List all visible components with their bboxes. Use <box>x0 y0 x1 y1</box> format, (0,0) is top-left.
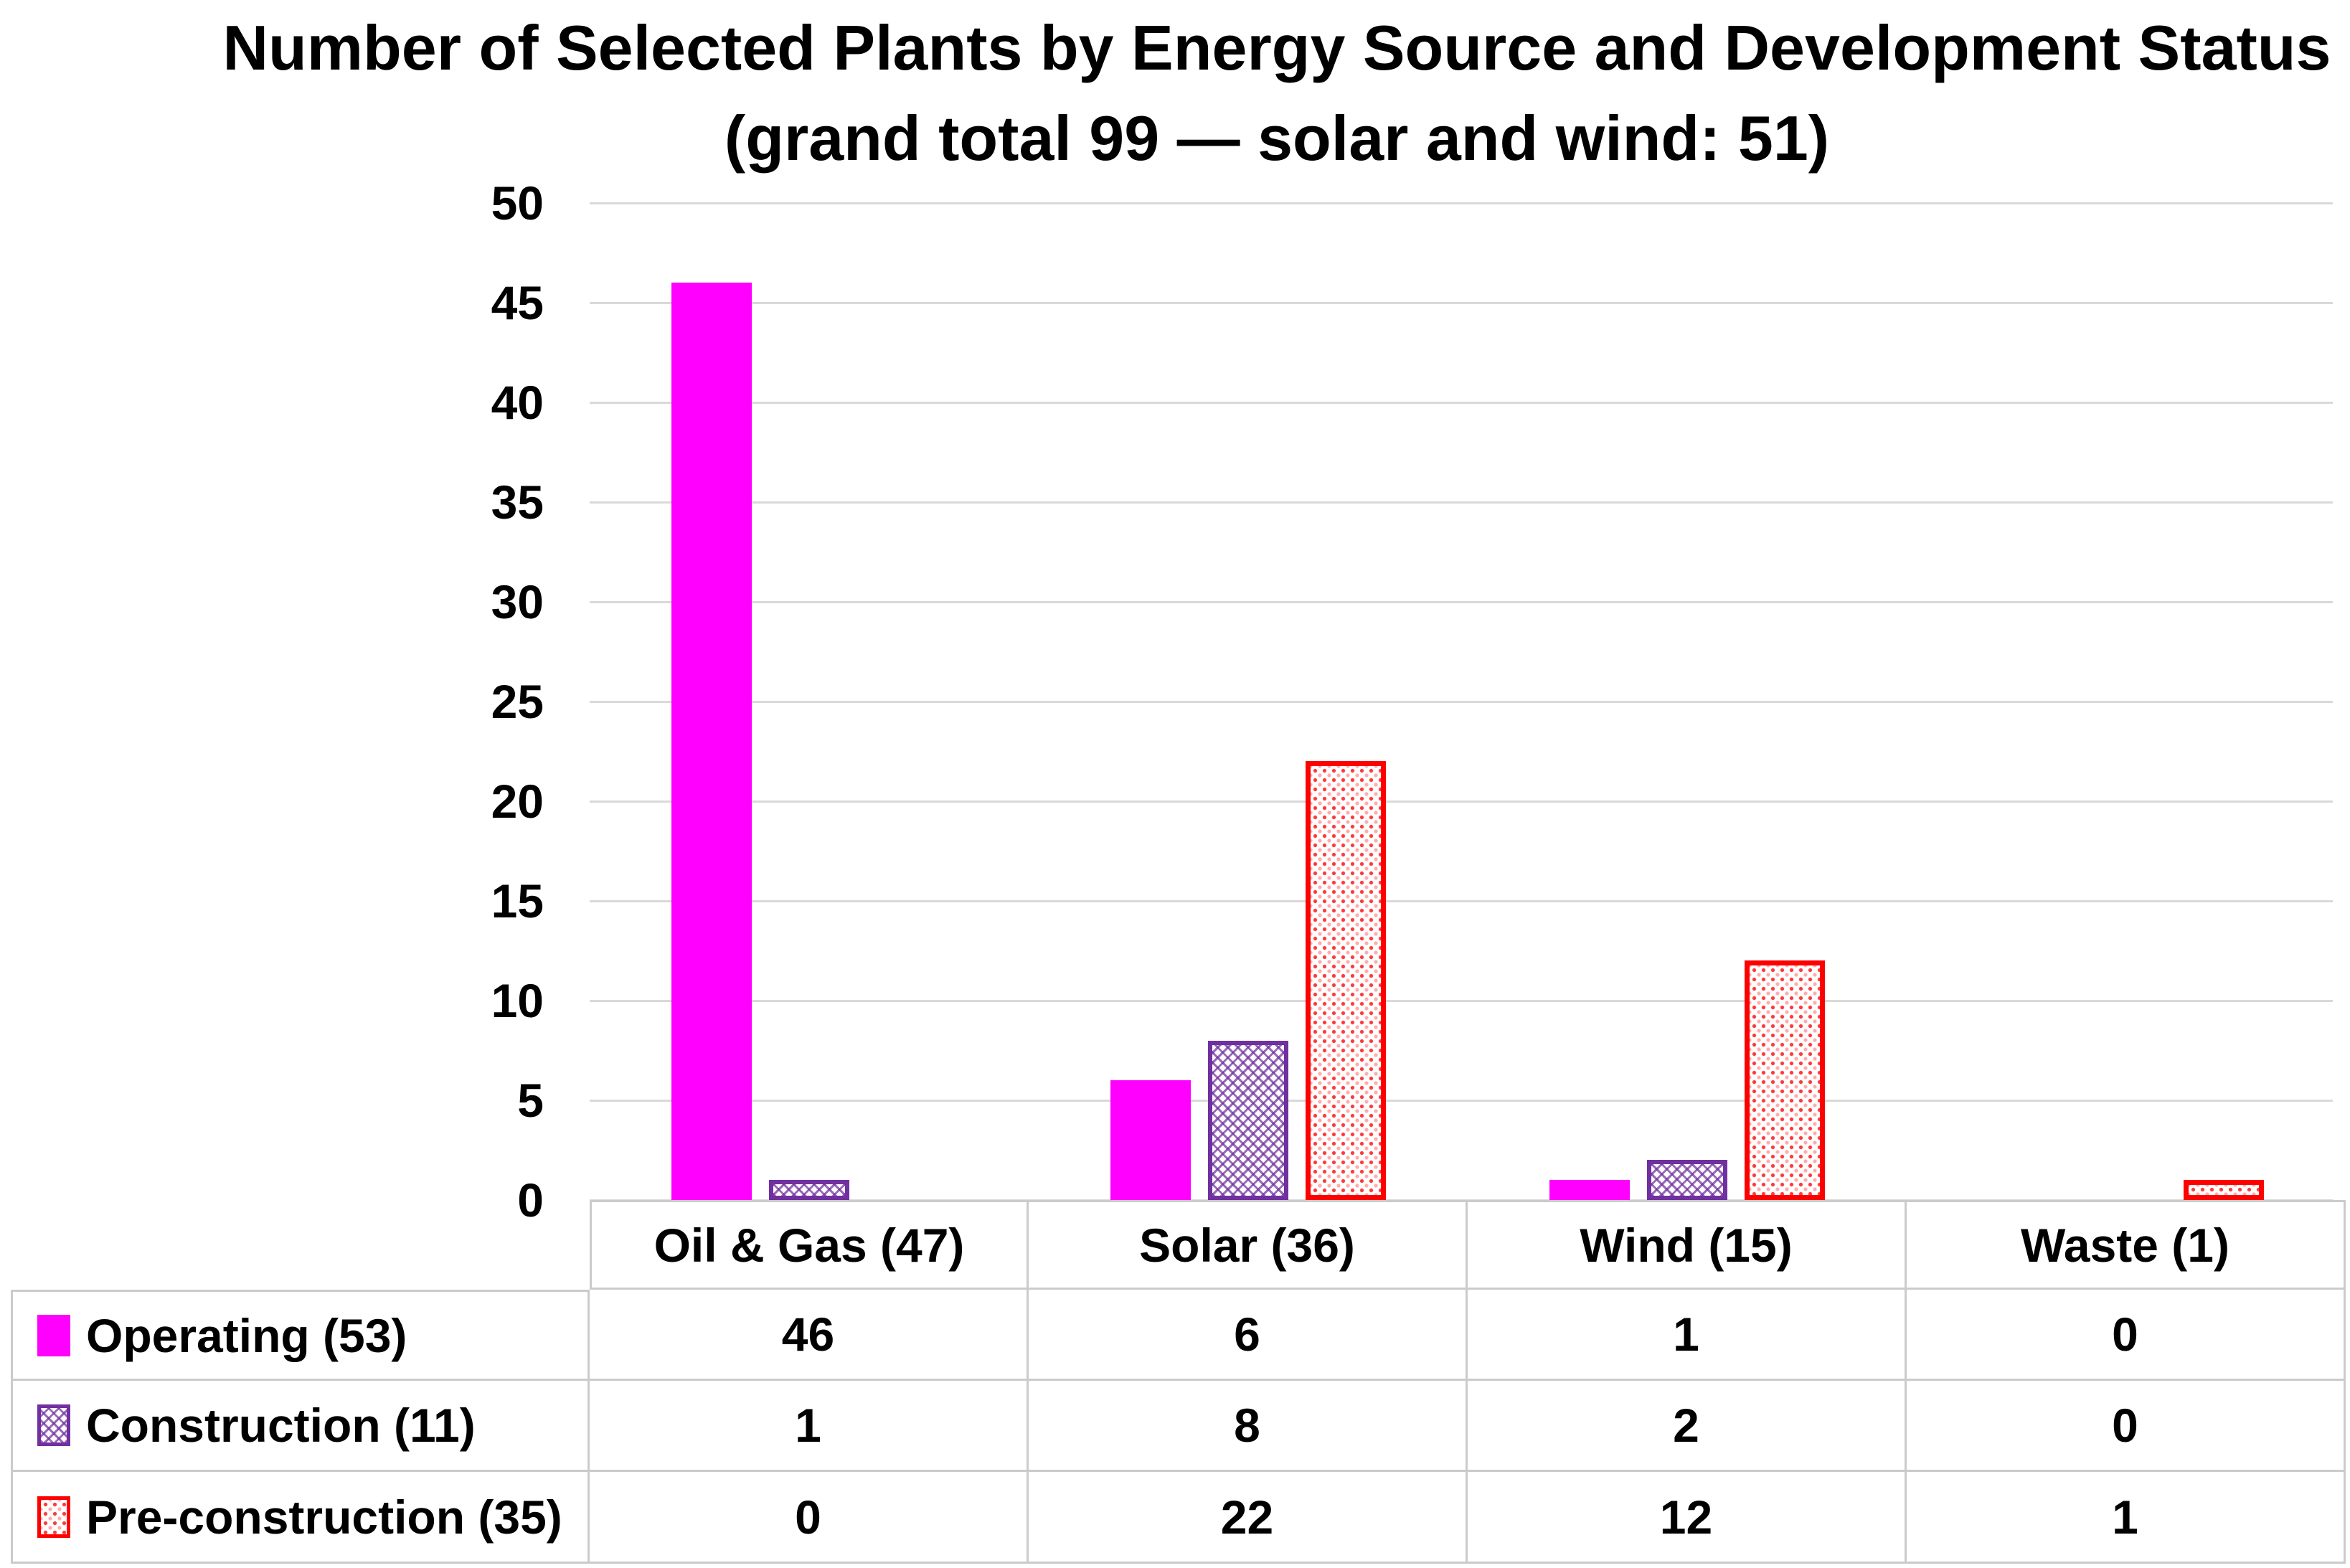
value-cell-operating-2: 1 <box>1468 1290 1907 1381</box>
y-tick-label-50: 50 <box>491 176 544 230</box>
category-header-cell: Wind (15) <box>1468 1200 1907 1290</box>
legend-swatch-operating <box>37 1314 70 1356</box>
y-tick-label-30: 30 <box>491 575 544 628</box>
y-tick-label-0: 0 <box>517 1173 544 1227</box>
data-table: Oil & Gas (47) Solar (36) Wind (15) Waste (… <box>11 1200 2346 1564</box>
legend-cell-pre-construction: Pre-construction (35) <box>11 1472 590 1564</box>
table-corner-cell <box>11 1200 590 1290</box>
y-tick-label-45: 45 <box>491 276 544 329</box>
bar-operating-1 <box>1110 1080 1191 1200</box>
y-tick-label-15: 15 <box>491 874 544 927</box>
value-cell-operating-3: 0 <box>1907 1290 2346 1381</box>
gridline-10 <box>590 999 2333 1002</box>
gridline-40 <box>590 401 2333 404</box>
value-cell-pre-construction-3: 1 <box>1907 1472 2346 1564</box>
gridline-45 <box>590 301 2333 304</box>
gridline-20 <box>590 800 2333 803</box>
gridline-35 <box>590 501 2333 504</box>
y-tick-label-35: 35 <box>491 476 544 529</box>
legend-label-pre-construction: Pre-construction (35) <box>86 1490 562 1544</box>
value-cell-construction-2: 2 <box>1468 1381 1907 1472</box>
gridline-30 <box>590 600 2333 603</box>
legend-label-construction: Construction (11) <box>86 1399 476 1452</box>
value-cell-operating-0: 46 <box>590 1290 1029 1381</box>
value-cell-construction-0: 1 <box>590 1381 1029 1472</box>
gridline-50 <box>590 202 2333 204</box>
legend-label-operating: Operating (53) <box>86 1308 407 1362</box>
bar-construction-0 <box>769 1180 849 1200</box>
value-cell-pre-construction-2: 12 <box>1468 1472 1907 1564</box>
bar-construction-2 <box>1647 1160 1727 1200</box>
category-header-cell: Waste (1) <box>1907 1200 2346 1290</box>
chart-title-line2: (grand total 99 — solar and wind: 51) <box>724 103 1830 174</box>
value-cell-construction-3: 0 <box>1907 1381 2346 1472</box>
gridline-5 <box>590 1099 2333 1102</box>
bar-pre-construction-2 <box>1745 960 1825 1200</box>
chart-title-line1: Number of Selected Plants by Energy Sour… <box>222 12 2331 83</box>
value-cell-pre-construction-0: 0 <box>590 1472 1029 1564</box>
category-header-cell: Oil & Gas (47) <box>590 1200 1029 1290</box>
legend-cell-construction: Construction (11) <box>11 1381 590 1472</box>
value-cell-pre-construction-1: 22 <box>1029 1472 1468 1564</box>
bar-operating-2 <box>1549 1180 1630 1200</box>
legend-cell-operating: Operating (53) <box>11 1290 590 1381</box>
value-cell-operating-1: 6 <box>1029 1290 1468 1381</box>
category-header-cell: Solar (36) <box>1029 1200 1468 1290</box>
y-tick-label-40: 40 <box>491 376 544 429</box>
bar-construction-1 <box>1208 1041 1288 1200</box>
legend-swatch-pre-construction <box>37 1496 70 1538</box>
y-tick-label-10: 10 <box>491 974 544 1027</box>
chart-title: Number of Selected Plants by Energy Sour… <box>208 3 2346 184</box>
bar-pre-construction-1 <box>1306 761 1386 1200</box>
y-tick-label-20: 20 <box>491 775 544 828</box>
gridline-15 <box>590 899 2333 902</box>
y-tick-label-5: 5 <box>517 1074 544 1127</box>
bar-pre-construction-3 <box>2184 1180 2264 1200</box>
value-cell-construction-1: 8 <box>1029 1381 1468 1472</box>
gridline-25 <box>590 700 2333 703</box>
bar-operating-0 <box>671 283 752 1200</box>
y-tick-label-25: 25 <box>491 675 544 728</box>
legend-swatch-construction <box>37 1404 70 1446</box>
